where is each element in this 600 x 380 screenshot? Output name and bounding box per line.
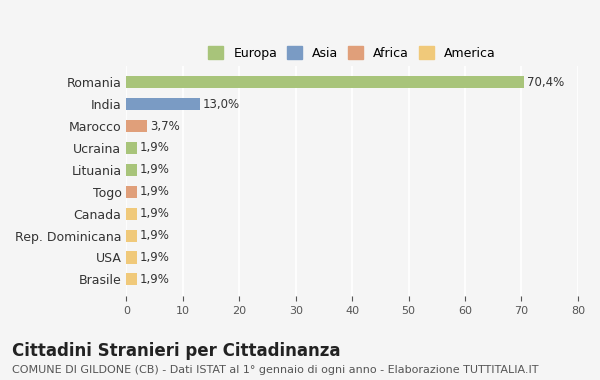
Legend: Europa, Asia, Africa, America: Europa, Asia, Africa, America: [205, 42, 500, 63]
Text: 1,9%: 1,9%: [140, 141, 170, 155]
Text: 1,9%: 1,9%: [140, 251, 170, 264]
Bar: [127, 207, 137, 220]
Bar: [127, 142, 137, 154]
Text: COMUNE DI GILDONE (CB) - Dati ISTAT al 1° gennaio di ogni anno - Elaborazione TU: COMUNE DI GILDONE (CB) - Dati ISTAT al 1…: [12, 365, 539, 375]
Bar: [127, 252, 137, 263]
Text: 1,9%: 1,9%: [140, 185, 170, 198]
Text: 13,0%: 13,0%: [203, 98, 239, 111]
Text: 1,9%: 1,9%: [140, 163, 170, 176]
Bar: [127, 186, 137, 198]
Text: 3,7%: 3,7%: [150, 120, 180, 133]
Bar: [127, 164, 137, 176]
Bar: [127, 98, 200, 110]
Text: 1,9%: 1,9%: [140, 273, 170, 286]
Bar: [127, 273, 137, 285]
Text: 1,9%: 1,9%: [140, 207, 170, 220]
Bar: [127, 76, 524, 88]
Text: Cittadini Stranieri per Cittadinanza: Cittadini Stranieri per Cittadinanza: [12, 342, 341, 360]
Bar: [127, 120, 147, 132]
Text: 70,4%: 70,4%: [527, 76, 564, 89]
Text: 1,9%: 1,9%: [140, 229, 170, 242]
Bar: [127, 230, 137, 242]
